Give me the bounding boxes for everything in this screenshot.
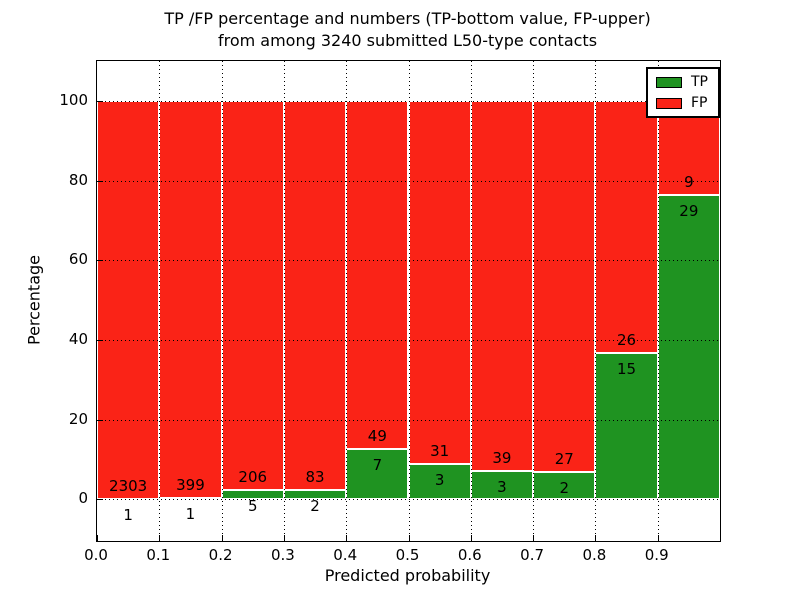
bar-segment-fp-4 (346, 100, 409, 450)
x-tick-0.0 (97, 535, 98, 541)
bar-label-fp-8: 26 (617, 331, 637, 350)
bar-label-fp-0: 2303 (109, 477, 148, 495)
gridline-x-0.9 (657, 61, 659, 541)
bar-segment-tp-4 (346, 449, 409, 500)
x-tick-label-0.1: 0.1 (146, 546, 171, 564)
x-tick-label-0.8: 0.8 (582, 546, 607, 564)
bar-label-fp-2: 206 (238, 467, 268, 486)
bar-label-tp-0: 1 (123, 506, 133, 524)
x-tick-label-0.5: 0.5 (395, 546, 420, 564)
x-tick-0.2 (221, 535, 223, 541)
y-tick-label-40: 40 (68, 329, 88, 348)
y-tick-100 (97, 100, 103, 102)
y-axis-label: Percentage (24, 254, 44, 346)
bar-label-tp-2: 5 (247, 496, 258, 515)
y-tick-40 (97, 339, 103, 341)
x-tick-label-0.3: 0.3 (270, 546, 295, 564)
y-tick-label-80: 80 (68, 170, 88, 189)
gridline-x-0.4 (346, 61, 348, 541)
y-tick-80 (97, 180, 103, 182)
y-tick-label-100: 100 (59, 90, 88, 109)
x-tick-0.6 (470, 535, 472, 541)
legend-label-tp: TP (691, 74, 708, 90)
bar-segment-fp-2 (221, 100, 284, 490)
x-tick-label-0.7: 0.7 (520, 546, 545, 564)
bar-label-tp-7: 2 (559, 478, 570, 497)
legend: TP FP (646, 67, 720, 118)
gridline-x-0.7 (533, 61, 535, 541)
bar-label-tp-5: 3 (434, 471, 445, 490)
bar-label-tp-6: 3 (497, 477, 507, 496)
gridline-x-0.3 (283, 61, 285, 541)
gridline-x-0.6 (470, 61, 472, 541)
plot-area: 2303 1 399 1 206 5 83 2 49 7 31 3 39 3 27 2 26 15 9 29 TP F… (96, 60, 721, 542)
y-tick-label-20: 20 (68, 409, 88, 428)
bar-segment-tp-7 (533, 471, 596, 500)
grid-layer (97, 61, 720, 541)
bars-layer (97, 61, 720, 541)
tp-swatch-icon (656, 76, 682, 88)
gridline-x-0.1 (159, 61, 161, 541)
bar-segment-fp-7 (533, 100, 596, 472)
x-tick-label-0.0: 0.0 (84, 546, 108, 564)
bar-label-fp-5: 31 (430, 442, 450, 461)
bar-segment-fp-6 (470, 100, 534, 471)
gridline-y-0 (97, 499, 720, 501)
bar-label-fp-9: 9 (684, 173, 694, 192)
bar-label-tp-1: 1 (185, 505, 196, 524)
x-tick-0.5 (408, 535, 410, 541)
gridline-y-100 (97, 100, 720, 102)
gridline-x-0.8 (595, 61, 597, 541)
y-tick-20 (97, 419, 103, 421)
bar-label-fp-6: 39 (492, 448, 512, 467)
bar-label-fp-7: 27 (554, 449, 574, 468)
x-tick-0.4 (346, 535, 348, 541)
bar-labels-layer: 2303 1 399 1 206 5 83 2 49 7 31 3 39 3 27 2 26 15 9 29 (97, 61, 720, 541)
gridline-y-60 (97, 260, 720, 262)
bar-label-tp-8: 15 (617, 360, 637, 379)
ticks-layer (97, 61, 720, 541)
y-tick-label-0: 0 (78, 489, 88, 508)
y-tick-0 (97, 499, 103, 501)
bar-label-tp-4: 7 (372, 456, 383, 475)
x-axis-label: Predicted probability (324, 566, 491, 585)
x-tick-0.3 (283, 535, 285, 541)
gridline-y-80 (97, 180, 720, 182)
chart-title: TP /FP percentage and numbers (TP-bottom… (96, 8, 719, 52)
bar-segment-tp-5 (408, 464, 471, 500)
gridline-x-0.2 (221, 61, 223, 541)
bar-label-tp-3: 2 (310, 496, 320, 515)
legend-item-tp: TP (656, 75, 708, 89)
y-tick-label-60: 60 (68, 250, 88, 269)
x-tick-0.9 (657, 535, 659, 541)
x-tick-label-0.6: 0.6 (457, 546, 482, 564)
bar-label-fp-4: 49 (367, 427, 387, 446)
bar-segment-fp-0 (97, 100, 160, 499)
legend-label-fp: FP (691, 95, 708, 111)
x-tick-0.8 (595, 535, 597, 541)
x-tick-0.7 (533, 535, 535, 541)
gridline-y-20 (97, 419, 720, 421)
x-tick-0.1 (159, 535, 161, 541)
x-tick-label-0.9: 0.9 (644, 546, 669, 564)
x-tick-label-0.4: 0.4 (333, 546, 358, 564)
bar-label-fp-3: 83 (305, 467, 325, 486)
gridline-y-40 (97, 339, 720, 341)
y-tick-60 (97, 260, 103, 262)
bar-label-fp-1: 399 (176, 476, 205, 495)
bar-segment-tp-9 (657, 195, 720, 500)
bar-segment-tp-6 (470, 470, 534, 500)
gridline-x-0.5 (408, 61, 410, 541)
chart-title-line1: TP /FP percentage and numbers (TP-bottom… (164, 9, 651, 28)
bar-segment-tp-8 (595, 353, 658, 500)
bar-label-tp-9: 29 (679, 202, 699, 221)
x-tick-label-0.2: 0.2 (208, 546, 233, 564)
bar-segment-fp-3 (283, 100, 347, 490)
bar-segment-fp-8 (595, 100, 658, 354)
chart-title-line2: from among 3240 submitted L50-type conta… (217, 31, 598, 50)
fp-swatch-icon (656, 97, 682, 109)
legend-item-fp: FP (656, 96, 708, 110)
